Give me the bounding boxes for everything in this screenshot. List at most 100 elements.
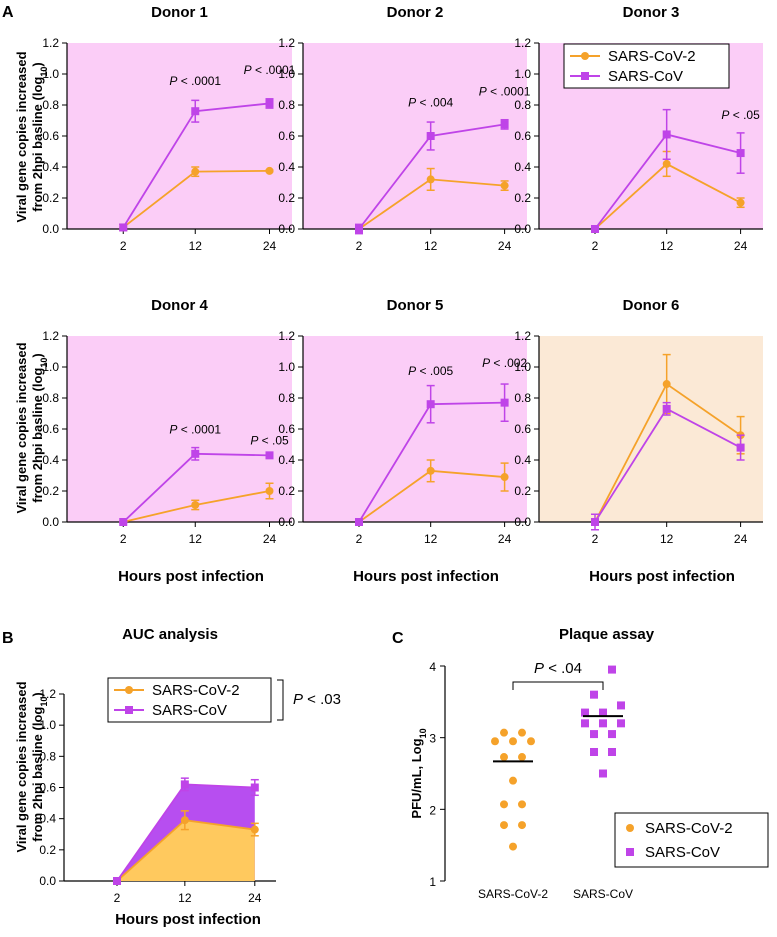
x-tick-label: 2 [120, 239, 127, 253]
point-sars-cov [180, 780, 189, 789]
point-sars-cov [590, 690, 598, 699]
point-sars-cov-2 [191, 167, 200, 176]
x-tick-label: 24 [248, 891, 262, 905]
chart-title: Donor 3 [623, 4, 680, 21]
point-sars-cov [119, 223, 128, 232]
legend-label-sars-cov-2: SARS-CoV-2 [608, 48, 696, 65]
y-tick-label: 0.2 [278, 484, 295, 498]
point-sars-cov [608, 730, 616, 739]
point-sars-cov [581, 719, 589, 728]
y-tick-label: 1.0 [42, 67, 59, 81]
legend-marker-sars-cov [581, 72, 589, 80]
point-sars-cov [119, 518, 128, 526]
point-sars-cov [355, 518, 363, 526]
point-sars-cov [500, 120, 509, 129]
significance-bracket [277, 679, 284, 721]
y-tick-label: 0.0 [42, 222, 59, 236]
y-tick-label: 0.2 [42, 484, 59, 498]
point-sars-cov [599, 719, 607, 728]
y-tick-label: 0.4 [42, 453, 59, 467]
point-sars-cov-2 [518, 800, 526, 809]
chart-title: Donor 5 [387, 297, 444, 314]
y-tick-label: 3 [429, 732, 436, 746]
p-value-annotation: P < .0001 [169, 423, 221, 437]
p-value-annotation: P < .05 [721, 108, 760, 122]
plaque-ylabel: PFU/mL, Log10 [409, 728, 428, 818]
y-tick-label: 0.4 [278, 453, 295, 467]
y-tick-label: 1.0 [278, 360, 295, 374]
chart-title: Donor 1 [151, 4, 208, 21]
panel-letter-b: B [2, 630, 14, 647]
chart-1: Donor 1 0.0 0.2 0.4 0.6 0.8 1.0 1.2 2 12 24 P < .00… [42, 4, 295, 253]
point-sars-cov-2 [500, 821, 508, 830]
point-sars-cov [265, 99, 274, 108]
y-tick-label: 0.4 [42, 160, 59, 174]
y-tick-label: 0.8 [278, 98, 295, 112]
auc-xlabel: Hours post infection [115, 911, 261, 928]
point-sars-cov [662, 404, 671, 413]
legend-label-sars-cov: SARS-CoV [152, 702, 227, 719]
donor5-xlabel: Hours post infection [353, 568, 499, 585]
point-sars-cov-2 [500, 728, 508, 737]
x-tick-label: 12 [178, 891, 192, 905]
point-sars-cov-2 [426, 175, 435, 184]
y-tick-label: 0.2 [514, 191, 531, 205]
x-tick-label: 24 [734, 532, 748, 546]
x-tick-label: 12 [189, 239, 203, 253]
p-value-annotation: P < .004 [408, 96, 453, 110]
charts: Donor 1 0.0 0.2 0.4 0.6 0.8 1.0 1.2 2 12 24 P < .00… [39, 4, 769, 905]
x-tick-label: 24 [263, 532, 277, 546]
y-tick-label: 0.6 [278, 422, 295, 436]
point-sars-cov-2 [527, 737, 535, 746]
auc-ylabel-line2: from 2hpi basline (log10) [30, 692, 49, 841]
y-tick-label: 0.8 [514, 391, 531, 405]
point-sars-cov [736, 149, 745, 158]
point-sars-cov [581, 708, 589, 717]
y-tick-label: 1.0 [514, 360, 531, 374]
y-tick-label: 1.2 [42, 329, 59, 343]
point-sars-cov-2 [250, 825, 259, 834]
y-tick-label: 0.8 [278, 391, 295, 405]
y-tick-label: 0.0 [278, 515, 295, 529]
point-sars-cov-2 [500, 473, 509, 482]
point-sars-cov-2 [736, 198, 745, 207]
row2-ylabel-line2: from 2hpi basline (log10) [30, 353, 49, 502]
x-category-label: SARS-CoV [573, 887, 633, 901]
legend-label-sars-cov-2: SARS-CoV-2 [152, 682, 240, 699]
point-sars-cov [426, 400, 435, 409]
point-sars-cov-2 [509, 737, 517, 746]
chart-7: AUC analysis 0.0 0.2 0.4 0.6 0.8 1.0 1.2 2 12 24 SA… [39, 626, 341, 905]
y-tick-label: 0.6 [42, 129, 59, 143]
point-sars-cov [591, 518, 599, 526]
x-category-label: SARS-CoV-2 [478, 887, 548, 901]
area-sars-cov-2 [117, 820, 255, 881]
y-tick-label: 0.8 [39, 749, 56, 763]
x-tick-label: 24 [734, 239, 748, 253]
point-sars-cov-2 [180, 816, 189, 825]
x-tick-label: 2 [356, 532, 363, 546]
point-sars-cov [113, 877, 121, 885]
point-sars-cov [250, 783, 259, 792]
x-tick-label: 2 [592, 239, 599, 253]
point-sars-cov-2 [500, 800, 508, 809]
legend-marker-sars-cov-2 [581, 52, 589, 60]
plot-background [539, 336, 763, 522]
y-tick-label: 2 [429, 803, 436, 817]
point-sars-cov [617, 719, 625, 728]
legend-label-sars-cov: SARS-CoV [645, 844, 720, 861]
y-tick-label: 0.0 [278, 222, 295, 236]
point-sars-cov [355, 225, 363, 233]
legend-box [563, 43, 730, 89]
plot-background [67, 336, 292, 522]
y-tick-label: 0.2 [278, 191, 295, 205]
point-sars-cov-2 [518, 821, 526, 830]
x-tick-label: 12 [424, 532, 438, 546]
point-sars-cov [590, 730, 598, 739]
point-sars-cov [426, 132, 435, 140]
auc-ylabel: Viral gene copies increased from 2hpi ba… [14, 681, 49, 852]
p-value-annotation: P < .0001 [169, 74, 221, 88]
y-tick-label: 0.2 [42, 191, 59, 205]
y-tick-label: 1.2 [278, 329, 295, 343]
y-tick-label: 1.0 [42, 360, 59, 374]
point-sars-cov-2 [662, 159, 671, 168]
